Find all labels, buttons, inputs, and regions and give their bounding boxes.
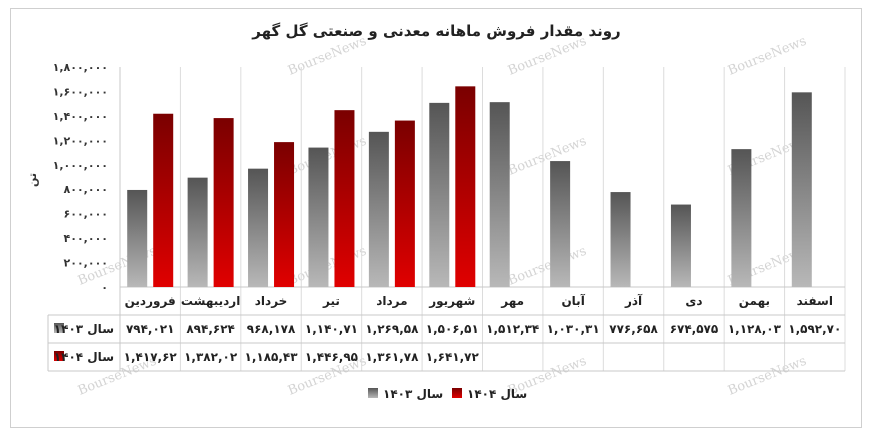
- data-label: ۱,۳۸۲,۰۲: [184, 350, 238, 364]
- watermark-text: BourseNews: [286, 34, 369, 79]
- data-label: ۱,۴۱۷,۶۲: [124, 350, 178, 364]
- watermark-text: BourseNews: [726, 354, 809, 399]
- bar: [308, 147, 329, 287]
- bar: [274, 142, 295, 287]
- category-label: شهریور: [428, 294, 475, 309]
- y-tick-label: ۱,۴۰۰,۰۰۰: [53, 110, 108, 123]
- legend-swatch: [54, 351, 64, 361]
- data-label: ۷۷۶,۶۵۸: [609, 322, 658, 336]
- data-label: ۹۶۸,۱۷۸: [247, 322, 296, 336]
- bar: [489, 102, 510, 287]
- legend-label: سال ۱۴۰۳: [383, 387, 443, 401]
- watermark-text: BourseNews: [506, 244, 589, 289]
- chart-title: روند مقدار فروش ماهانه معدنی و صنعتی گل …: [252, 22, 621, 40]
- data-label: ۱,۱۲۸,۰۳: [728, 322, 782, 336]
- watermark-text: BourseNews: [506, 134, 589, 179]
- data-label: ۱,۰۳۰,۳۱: [547, 322, 600, 336]
- data-label: ۱,۱۸۵,۴۳: [245, 350, 299, 364]
- bar: [791, 92, 812, 287]
- y-tick-label: ۸۰۰,۰۰۰: [64, 183, 108, 196]
- bar: [127, 189, 148, 287]
- series-row-label: سال ۱۴۰۴: [54, 350, 114, 364]
- category-label: اسفند: [797, 294, 833, 308]
- data-label: ۱,۱۴۰,۷۱: [305, 322, 358, 336]
- y-axis-label: تن: [26, 173, 39, 187]
- category-label: آبان: [561, 293, 585, 308]
- category-label: آذر: [624, 293, 643, 308]
- bar: [610, 192, 631, 287]
- legend-swatch: [54, 323, 64, 333]
- y-tick-label: ۲۰۰,۰۰۰: [64, 257, 108, 270]
- bar: [455, 86, 476, 287]
- y-tick-label: ۱,۰۰۰,۰۰۰: [53, 159, 108, 172]
- bar: [213, 118, 234, 287]
- y-tick-label: ۱,۸۰۰,۰۰۰: [53, 61, 108, 74]
- bar: [429, 102, 450, 287]
- bar: [368, 131, 389, 287]
- category-label: تیر: [322, 294, 340, 308]
- data-label: ۸۹۴,۶۲۴: [186, 322, 235, 336]
- category-label: خرداد: [255, 294, 288, 308]
- bar: [248, 168, 269, 287]
- data-label: ۱,۵۱۲,۳۴: [486, 322, 539, 336]
- category-label: اردیبهشت: [181, 294, 240, 308]
- data-label: ۱,۲۶۹,۵۸: [365, 322, 419, 336]
- data-label: ۱,۳۶۱,۷۸: [365, 350, 419, 364]
- y-tick-label: ۱,۲۰۰,۰۰۰: [53, 134, 108, 147]
- data-label: ۱,۵۹۲,۷۰: [788, 322, 841, 336]
- data-label: ۱,۶۴۱,۷۲: [426, 350, 480, 364]
- bar: [334, 110, 355, 287]
- bar: [670, 204, 691, 287]
- bar: [550, 161, 571, 287]
- watermark-text: BourseNews: [726, 34, 809, 79]
- y-tick-label: ۰: [101, 281, 108, 294]
- bar: [731, 149, 752, 287]
- y-tick-label: ۴۰۰,۰۰۰: [64, 232, 108, 245]
- series-row-label: سال ۱۴۰۳: [54, 322, 114, 336]
- watermark-text: BourseNews: [506, 34, 589, 79]
- legend-label: سال ۱۴۰۴: [467, 387, 527, 401]
- bar: [153, 113, 174, 287]
- data-label: ۷۹۴,۰۲۱: [126, 322, 175, 336]
- bar: [187, 177, 208, 287]
- legend-swatch: [452, 388, 462, 398]
- category-label: فروردین: [125, 294, 176, 309]
- legend-swatch: [368, 388, 378, 398]
- data-label: ۱,۴۴۶,۹۵: [305, 350, 358, 364]
- category-label: دی: [685, 294, 702, 308]
- data-label: ۶۷۴,۵۷۵: [670, 322, 719, 336]
- y-tick-label: ۱,۶۰۰,۰۰۰: [53, 85, 108, 98]
- category-label: مرداد: [376, 294, 407, 308]
- category-label: بهمن: [739, 294, 770, 308]
- category-label: مهر: [500, 294, 524, 308]
- data-label: ۱,۵۰۶,۵۱: [426, 322, 479, 336]
- y-tick-label: ۶۰۰,۰۰۰: [64, 208, 108, 221]
- bar: [394, 120, 415, 288]
